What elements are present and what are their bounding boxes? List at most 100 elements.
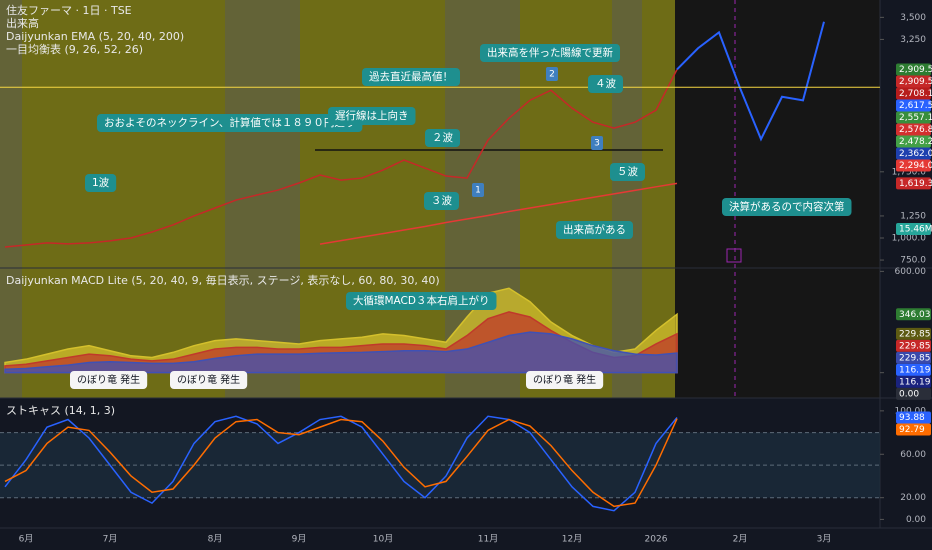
price-badge-label: 2,557.1 [899, 113, 932, 123]
y-tick-label: 3,500 [900, 13, 926, 23]
x-tick-label: 8月 [208, 534, 223, 545]
y-tick-label: 0.00 [906, 515, 926, 525]
line [4, 418, 678, 508]
price-badge-label: 346.03 [899, 310, 931, 320]
wave-box [546, 67, 558, 81]
price-badge-label: 116.19 [899, 377, 931, 387]
annotation-box [588, 75, 623, 93]
price-badge [896, 363, 931, 376]
price-badge [896, 339, 931, 352]
wave-label: 3 [594, 139, 600, 149]
indicator-name: 出来高 [6, 16, 39, 30]
price-badge [896, 123, 931, 136]
annotation-text: ２波 [432, 131, 453, 144]
x-tick-label: 2月 [733, 534, 748, 545]
y-tick-label: 20.00 [900, 493, 926, 503]
volume-badge-label: 15.46M [899, 225, 932, 235]
annotation-box [362, 68, 460, 86]
price-badge-label: 2,478.2 [899, 137, 932, 147]
annotation-text: のぼり竜 発生 [77, 373, 140, 386]
price-badge [896, 111, 931, 124]
indicator-name: 一目均衡表 (9, 26, 52, 26) [6, 42, 143, 56]
annotation-box [556, 221, 633, 239]
wave-box [472, 183, 484, 197]
annotation-box [610, 163, 645, 181]
price-badge [896, 375, 931, 388]
price-badge [896, 327, 931, 340]
annotation-box [526, 371, 604, 389]
annotation-text: 大循環MACD３本右肩上がり [353, 294, 489, 307]
x-tick-label: 3月 [817, 534, 832, 545]
price-badge-label: 229.85 [899, 353, 931, 363]
annotation-box [170, 371, 248, 389]
annotation-box [722, 198, 852, 216]
annotation-text: のぼり竜 発生 [177, 373, 240, 386]
price-badge-label: 2,294.0 [899, 161, 932, 171]
annotation-box [480, 44, 620, 62]
price-badge-label: 2,708.1 [899, 89, 932, 99]
price-badge [896, 308, 931, 321]
annotation-box [85, 174, 117, 192]
annotation-box [70, 371, 148, 389]
line [319, 182, 678, 245]
stripe [0, 0, 22, 398]
price-badge [896, 75, 931, 88]
indicator-name: ストキャス (14, 1, 3) [6, 404, 115, 417]
annotation-text: 出来高がある [563, 223, 626, 236]
price-badge-label: 0.00 [899, 389, 919, 399]
annotation-box [328, 107, 416, 125]
stripe [612, 0, 642, 398]
price-badge-label: 229.85 [899, 329, 931, 339]
annotation-text: 遅行線は上向き [335, 109, 409, 122]
earnings-marker [726, 248, 742, 263]
indicator-name: Daijyunkan EMA (5, 20, 40, 200) [6, 30, 184, 43]
price-badge [896, 147, 931, 160]
annotation-box [424, 192, 459, 210]
y-tick-label: 100.00 [895, 406, 927, 416]
volume-badge [896, 223, 931, 235]
price-badge-label: 92.79 [899, 425, 925, 435]
annotation-text: のぼり竜 発生 [533, 373, 596, 386]
price-badge-label: 2,909.5 [899, 77, 932, 87]
wave-box [591, 136, 603, 150]
price-badge-label: 2,617.5 [899, 101, 932, 111]
annotation-box [346, 292, 497, 310]
area [4, 331, 678, 374]
indicator-name: Daijyunkan MACD Lite (5, 20, 40, 9, 毎日表示… [6, 273, 440, 287]
overbought-band [0, 432, 880, 498]
price-badge-label: 2,909.5 [899, 65, 932, 75]
line [676, 21, 825, 142]
price-badge [896, 99, 931, 112]
y-tick-label: 1,000.0 [892, 233, 927, 243]
line [4, 69, 678, 248]
annotation-box [425, 129, 460, 147]
wave-label: 2 [549, 70, 555, 80]
annotation-text: 1波 [92, 176, 110, 189]
price-badge [896, 387, 931, 400]
annotation-text: 過去直近最高値！ [369, 70, 453, 83]
price-badge [896, 159, 931, 172]
x-tick-label: 2026 [645, 535, 668, 545]
y-tick-label: 600.00 [895, 267, 927, 277]
x-tick-label: 9月 [292, 534, 307, 545]
y-tick-label: 1,250 [900, 211, 926, 221]
annotation-text: ５波 [617, 165, 638, 178]
price-badge-label: 116.19 [899, 365, 931, 375]
price-badge-label: 2,576.8 [899, 125, 932, 135]
y-tick-label: 60.00 [900, 450, 926, 460]
annotation-box [97, 114, 363, 132]
line [4, 415, 678, 512]
price-badge-label: 93.88 [899, 413, 925, 423]
x-tick-label: 6月 [19, 534, 34, 545]
y-tick-label: 3,250 [900, 35, 926, 45]
annotation-text: ４波 [595, 77, 616, 90]
price-badge [896, 177, 931, 190]
price-badge-label: 1,619.3 [899, 179, 932, 189]
price-badge [896, 351, 931, 364]
annotation-text: 出来高を伴った陽線で更新 [487, 46, 613, 59]
x-tick-label: 11月 [478, 534, 498, 545]
price-badge-label: 2,362.0 [899, 149, 932, 159]
annotation-text: おおよそのネックライン、計算値では１８９０円辺り [104, 116, 355, 129]
x-tick-label: 7月 [103, 534, 118, 545]
